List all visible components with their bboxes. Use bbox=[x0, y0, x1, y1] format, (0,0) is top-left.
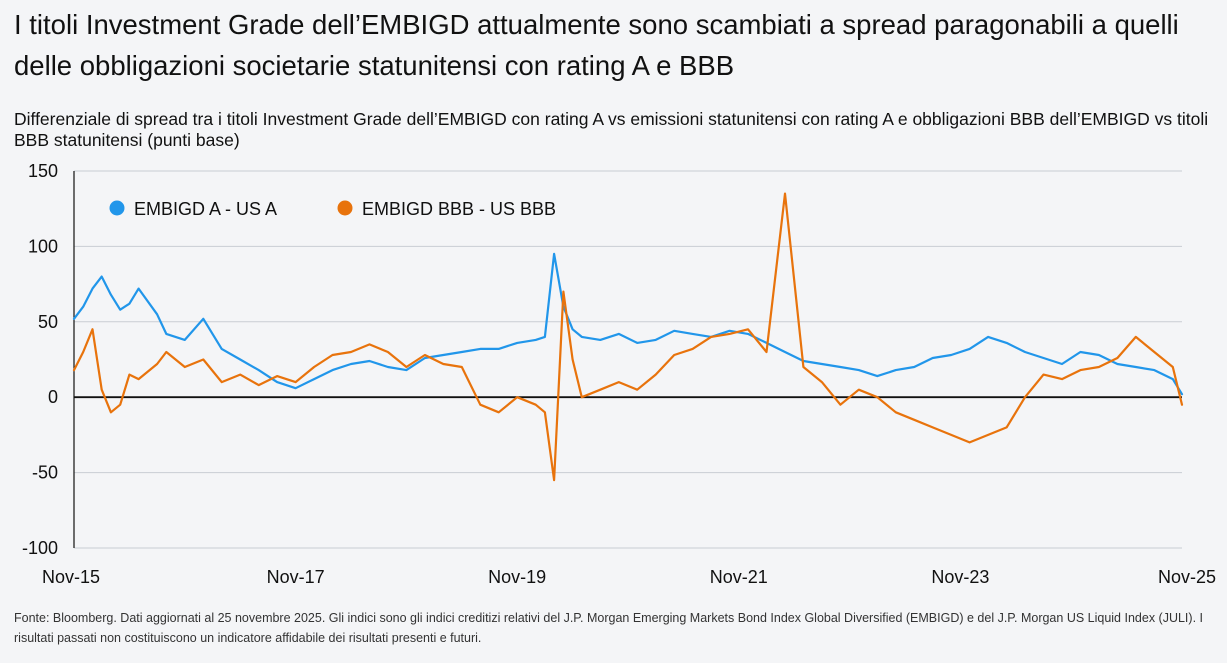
x-axis: Nov-15 Nov-17 Nov-19 Nov-21 Nov-23 Nov-25 bbox=[42, 567, 1216, 587]
legend-label: EMBIGD A - US A bbox=[134, 199, 277, 219]
x-tick-label: Nov-15 bbox=[42, 567, 100, 587]
y-tick-label: 50 bbox=[38, 312, 58, 332]
grid-lines bbox=[73, 170, 1182, 549]
legend-label: EMBIGD BBB - US BBB bbox=[362, 199, 556, 219]
chart-subtitle: Differenziale di spread tra i titoli Inv… bbox=[14, 109, 1209, 150]
x-tick-label: Nov-19 bbox=[488, 567, 546, 587]
y-tick-label: 150 bbox=[28, 161, 58, 181]
series-line-embigd-a-us-a bbox=[72, 252, 1184, 396]
legend-marker bbox=[109, 200, 125, 216]
x-tick-label: Nov-21 bbox=[710, 567, 768, 587]
y-tick-label: 0 bbox=[48, 387, 58, 407]
y-tick-label: -100 bbox=[22, 538, 58, 558]
x-tick-label: Nov-23 bbox=[931, 567, 989, 587]
series-lines bbox=[72, 192, 1184, 482]
chart-title: I titoli Investment Grade dell’EMBIGD at… bbox=[14, 9, 1179, 81]
x-tick-label: Nov-17 bbox=[267, 567, 325, 587]
legend-marker bbox=[337, 200, 353, 216]
y-tick-label: 100 bbox=[28, 236, 58, 256]
chart-area: 150 100 50 0 -50 -100 Nov-15 Nov-17 Nov-19 Nov-2… bbox=[22, 161, 1216, 587]
y-axis: 150 100 50 0 -50 -100 bbox=[22, 161, 58, 558]
footer-source-note: Fonte: Bloomberg. Dati aggiornati al 25 … bbox=[14, 611, 1203, 645]
series-line-embigd-bbb-us-bbb bbox=[72, 192, 1184, 482]
legend: EMBIGD A - US A EMBIGD BBB - US BBB bbox=[109, 199, 556, 219]
y-tick-label: -50 bbox=[32, 463, 58, 483]
x-tick-label: Nov-25 bbox=[1158, 567, 1216, 587]
